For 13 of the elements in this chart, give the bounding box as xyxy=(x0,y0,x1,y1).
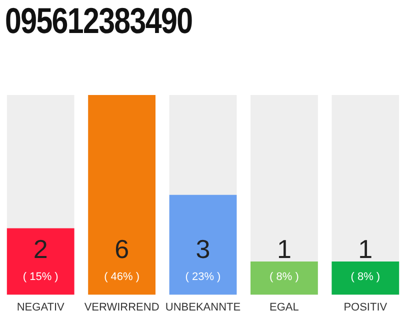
data-label: 2 ( 15% ) xyxy=(22,234,58,283)
chart-title: 095612383490 xyxy=(5,0,192,42)
x-tick-label: UNBEKANNTE xyxy=(165,301,241,314)
data-label: 1 ( 8% ) xyxy=(270,234,299,283)
data-label: 1 ( 8% ) xyxy=(350,234,380,283)
data-label: 6 ( 46% ) xyxy=(104,234,140,283)
x-tick-label: VERWIRREND xyxy=(84,301,160,314)
data-label: 3 ( 23% ) xyxy=(185,234,221,283)
bar xyxy=(332,262,400,295)
x-tick-label: NEGATIV xyxy=(16,301,65,314)
x-tick-label: EGAL xyxy=(270,301,299,314)
x-tick-label: POSITIV xyxy=(344,301,388,314)
bar xyxy=(250,262,318,295)
